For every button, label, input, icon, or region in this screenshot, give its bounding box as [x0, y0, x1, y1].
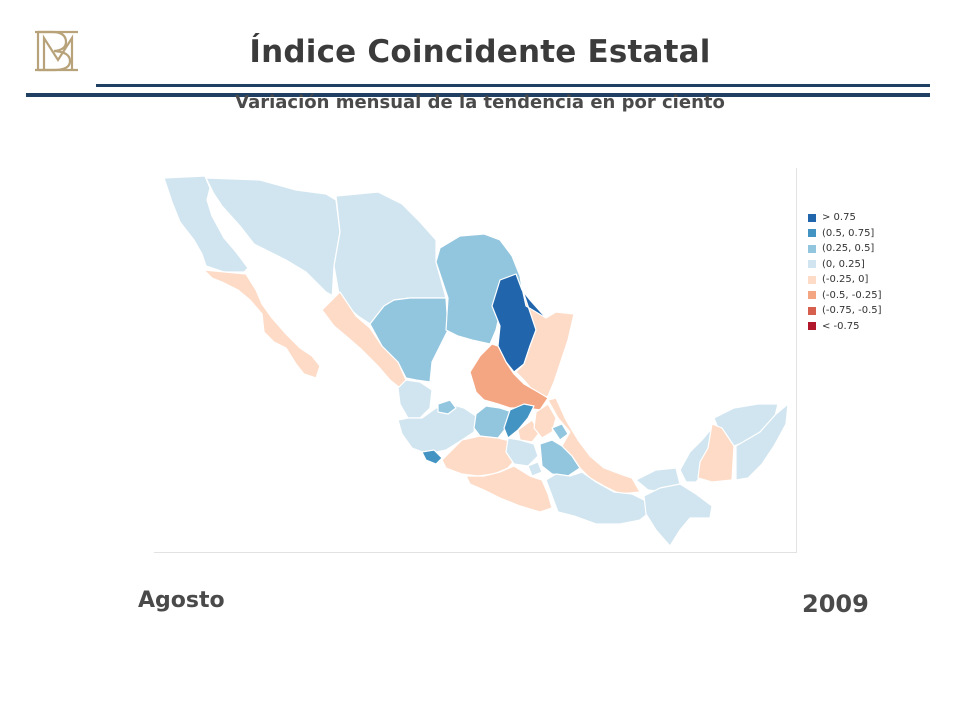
legend-item: > 0.75	[808, 210, 882, 226]
page-subtitle: Variación mensual de la tendencia en por…	[235, 92, 725, 113]
state-aguascalientes	[437, 399, 457, 415]
legend-swatch	[808, 322, 816, 331]
legend-item: < -0.75	[808, 319, 882, 335]
legend-label: (-0.75, -0.5]	[822, 305, 882, 317]
state-quintana-roo-coast	[735, 403, 789, 481]
state-guerrero	[465, 465, 553, 513]
legend-swatch	[808, 244, 816, 253]
legend-item: (-0.25, 0]	[808, 272, 882, 288]
header-rule-thick	[26, 93, 930, 97]
legend-label: (-0.25, 0]	[822, 274, 869, 286]
state-tlaxcala	[551, 423, 569, 441]
year-label: 2009	[802, 590, 869, 618]
page-title: Índice Coincidente Estatal	[249, 34, 711, 70]
legend-label: (-0.5, -0.25]	[822, 289, 882, 301]
map-frame	[154, 168, 797, 553]
state-durango	[369, 297, 449, 383]
state-veracruz	[547, 397, 641, 495]
state-tamaulipas	[515, 287, 575, 403]
legend-label: < -0.75	[822, 320, 860, 332]
legend-swatch	[808, 306, 816, 315]
map-legend: > 0.75 (0.5, 0.75] (0.25, 0.5] (0, 0.25]…	[808, 210, 882, 334]
state-estado-de-mexico	[505, 437, 539, 467]
state-quintana-roo	[697, 423, 735, 483]
legend-swatch	[808, 213, 816, 222]
state-baja-california-sur	[203, 269, 321, 379]
bm-logo-icon	[35, 30, 78, 72]
legend-item: (0, 0.25]	[808, 257, 882, 273]
state-chiapas	[643, 483, 713, 547]
header-rule-thin	[96, 84, 930, 87]
state-nayarit	[397, 379, 433, 419]
state-san-luis-potosi	[503, 403, 535, 439]
legend-swatch	[808, 291, 816, 300]
legend-swatch	[808, 260, 816, 269]
legend-swatch	[808, 229, 816, 238]
state-morelos	[527, 461, 543, 477]
state-colima	[421, 449, 443, 465]
legend-label: (0, 0.25]	[822, 258, 865, 270]
legend-swatch	[808, 275, 816, 284]
month-label: Agosto	[138, 588, 225, 613]
legend-item: (0.25, 0.5]	[808, 241, 882, 257]
legend-item: (-0.5, -0.25]	[808, 288, 882, 304]
legend-item: (0.5, 0.75]	[808, 226, 882, 242]
legend-label: (0.5, 0.75]	[822, 227, 875, 239]
legend-item: (-0.75, -0.5]	[808, 303, 882, 319]
state-baja-california	[163, 175, 249, 273]
legend-label: > 0.75	[822, 212, 856, 224]
state-hidalgo	[533, 403, 557, 439]
legend-label: (0.25, 0.5]	[822, 243, 875, 255]
state-zacatecas	[469, 343, 549, 411]
